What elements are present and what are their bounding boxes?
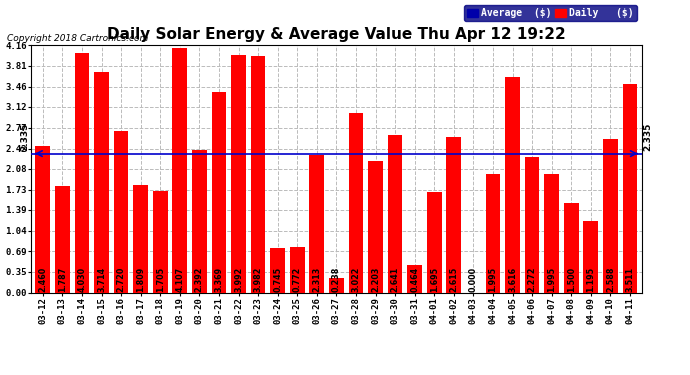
Text: 2.335: 2.335: [643, 123, 652, 151]
Text: 2.460: 2.460: [38, 267, 48, 292]
Text: 2.313: 2.313: [313, 267, 322, 292]
Text: 3.369: 3.369: [215, 267, 224, 292]
Bar: [622, 84, 638, 292]
Bar: [564, 203, 579, 292]
Bar: [172, 48, 187, 292]
Text: Copyright 2018 Cartronics.com: Copyright 2018 Cartronics.com: [7, 34, 148, 43]
Bar: [55, 186, 70, 292]
Bar: [407, 265, 422, 292]
Bar: [525, 158, 540, 292]
Bar: [544, 174, 559, 292]
Bar: [427, 192, 442, 292]
Bar: [584, 221, 598, 292]
Text: 1.787: 1.787: [58, 267, 67, 292]
Text: 3.982: 3.982: [254, 267, 263, 292]
Bar: [250, 56, 266, 292]
Bar: [505, 77, 520, 292]
Bar: [231, 55, 246, 292]
Text: 4.107: 4.107: [175, 267, 184, 292]
Bar: [603, 138, 618, 292]
Text: 1.995: 1.995: [547, 267, 556, 292]
Text: 3.616: 3.616: [508, 267, 517, 292]
Text: 0.745: 0.745: [273, 267, 282, 292]
Text: 2.203: 2.203: [371, 267, 380, 292]
Bar: [388, 135, 402, 292]
Text: 3.714: 3.714: [97, 267, 106, 292]
Text: 2.720: 2.720: [117, 267, 126, 292]
Text: 3.992: 3.992: [234, 267, 243, 292]
Bar: [368, 161, 383, 292]
Bar: [348, 113, 364, 292]
Text: 2.272: 2.272: [528, 266, 537, 292]
Text: 1.695: 1.695: [430, 267, 439, 292]
Bar: [94, 72, 109, 292]
Text: 2.641: 2.641: [391, 267, 400, 292]
Text: 0.464: 0.464: [410, 267, 419, 292]
Bar: [212, 92, 226, 292]
Text: 0.000: 0.000: [469, 267, 478, 292]
Legend: Average  ($), Daily   ($): Average ($), Daily ($): [464, 5, 637, 21]
Text: 2.335: 2.335: [21, 123, 30, 151]
Bar: [290, 247, 304, 292]
Text: 1.500: 1.500: [566, 267, 575, 292]
Text: 0.772: 0.772: [293, 267, 302, 292]
Text: 0.238: 0.238: [332, 267, 341, 292]
Text: 1.195: 1.195: [586, 267, 595, 292]
Title: Daily Solar Energy & Average Value Thu Apr 12 19:22: Daily Solar Energy & Average Value Thu A…: [107, 27, 566, 42]
Bar: [35, 146, 50, 292]
Text: 3.511: 3.511: [625, 267, 635, 292]
Text: 2.588: 2.588: [606, 266, 615, 292]
Bar: [114, 130, 128, 292]
Bar: [153, 191, 168, 292]
Bar: [309, 155, 324, 292]
Text: 1.809: 1.809: [136, 267, 145, 292]
Bar: [192, 150, 207, 292]
Text: 4.030: 4.030: [77, 267, 86, 292]
Bar: [486, 174, 500, 292]
Text: 1.705: 1.705: [156, 267, 165, 292]
Text: 2.615: 2.615: [449, 267, 458, 292]
Bar: [75, 53, 89, 292]
Bar: [133, 185, 148, 292]
Bar: [329, 278, 344, 292]
Text: 3.022: 3.022: [351, 267, 360, 292]
Text: 2.392: 2.392: [195, 267, 204, 292]
Bar: [446, 137, 461, 292]
Text: 1.995: 1.995: [489, 267, 497, 292]
Bar: [270, 248, 285, 292]
